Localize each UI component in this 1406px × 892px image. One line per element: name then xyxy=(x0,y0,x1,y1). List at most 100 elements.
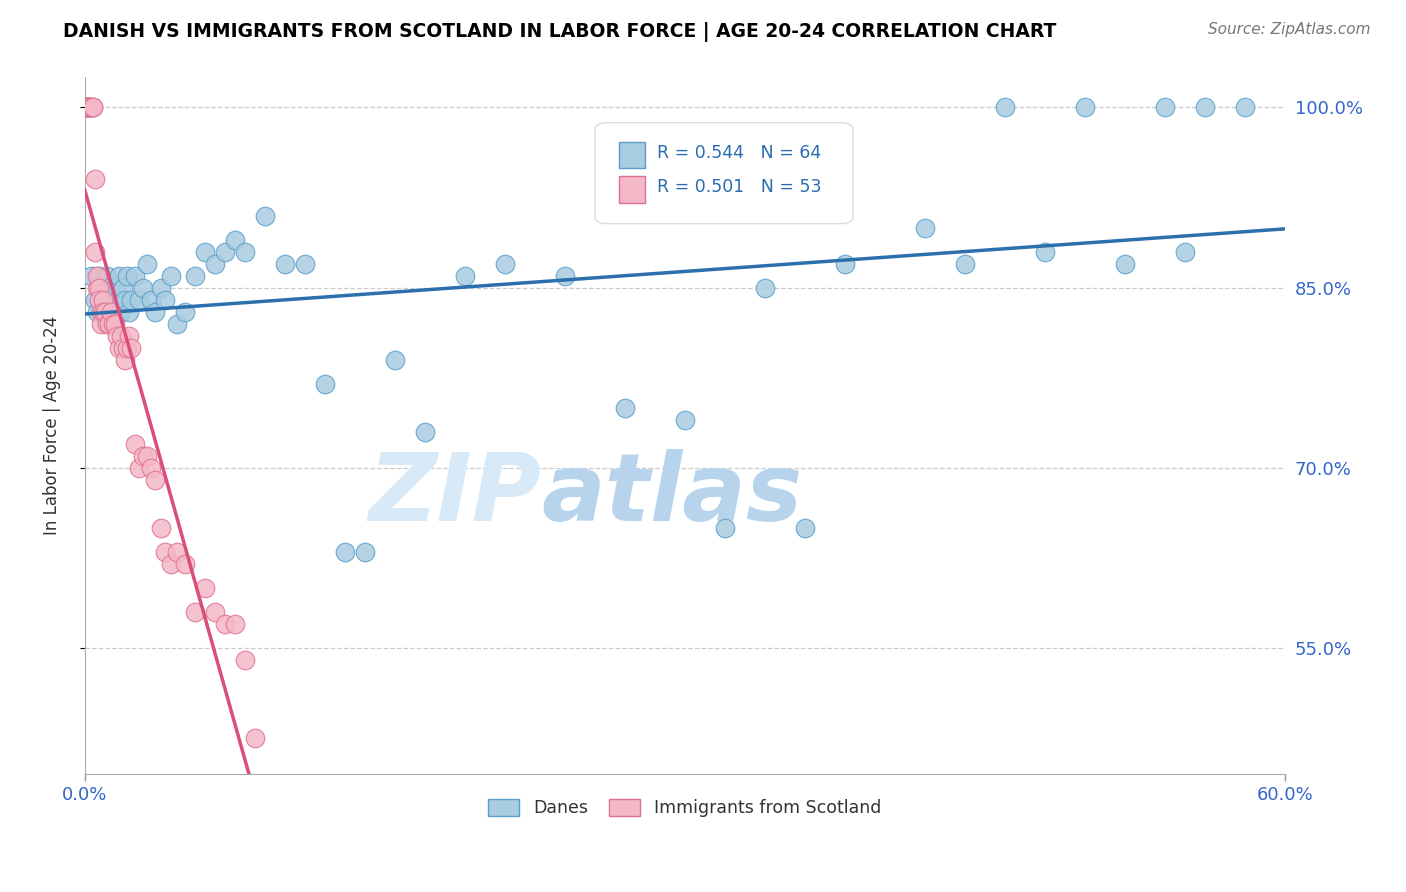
Point xyxy=(87,293,110,307)
Point xyxy=(124,436,146,450)
Point xyxy=(233,653,256,667)
Text: R = 0.501   N = 53: R = 0.501 N = 53 xyxy=(658,178,823,196)
Point xyxy=(97,317,120,331)
Point xyxy=(139,293,162,307)
Point xyxy=(87,280,110,294)
Point xyxy=(90,317,112,331)
Point xyxy=(96,268,118,283)
Point xyxy=(86,304,108,318)
Point xyxy=(93,304,115,318)
Point xyxy=(120,293,142,307)
Point xyxy=(104,280,127,294)
Point xyxy=(224,616,246,631)
Point xyxy=(73,100,96,114)
Point xyxy=(413,425,436,439)
Point xyxy=(97,280,120,294)
Point xyxy=(101,304,124,318)
Point xyxy=(101,317,124,331)
Point xyxy=(1074,100,1097,114)
FancyBboxPatch shape xyxy=(595,123,853,224)
Point xyxy=(76,100,98,114)
Point xyxy=(115,268,138,283)
Point xyxy=(149,280,172,294)
FancyBboxPatch shape xyxy=(619,177,645,202)
Point xyxy=(184,605,207,619)
Point xyxy=(114,352,136,367)
Point xyxy=(83,293,105,307)
Point xyxy=(159,268,181,283)
Text: ZIP: ZIP xyxy=(368,450,541,541)
Point xyxy=(86,268,108,283)
Point xyxy=(83,244,105,259)
Text: R = 0.544   N = 64: R = 0.544 N = 64 xyxy=(658,144,821,161)
Point xyxy=(77,100,100,114)
Point xyxy=(233,244,256,259)
Point xyxy=(554,268,576,283)
Point xyxy=(91,293,114,307)
Point xyxy=(82,100,104,114)
Point xyxy=(673,412,696,426)
Point xyxy=(153,293,176,307)
Point xyxy=(159,557,181,571)
Point xyxy=(243,731,266,745)
Point xyxy=(100,293,122,307)
Point xyxy=(1033,244,1056,259)
Point xyxy=(224,233,246,247)
Point xyxy=(253,209,276,223)
Point xyxy=(153,544,176,558)
Point xyxy=(128,293,150,307)
Point xyxy=(714,521,737,535)
Point xyxy=(120,341,142,355)
Point xyxy=(111,341,134,355)
Point xyxy=(86,280,108,294)
Point xyxy=(1154,100,1177,114)
Point xyxy=(118,328,141,343)
Point xyxy=(93,304,115,318)
Point xyxy=(90,304,112,318)
Point xyxy=(494,256,516,270)
Point xyxy=(132,449,155,463)
Point xyxy=(114,293,136,307)
Point xyxy=(110,304,132,318)
Point xyxy=(80,100,103,114)
Point xyxy=(149,521,172,535)
Point xyxy=(100,304,122,318)
Point xyxy=(184,268,207,283)
Point xyxy=(214,616,236,631)
Point xyxy=(194,581,217,595)
Point xyxy=(76,100,98,114)
Point xyxy=(118,304,141,318)
Point xyxy=(132,280,155,294)
Legend: Danes, Immigrants from Scotland: Danes, Immigrants from Scotland xyxy=(481,791,889,824)
Point xyxy=(91,304,114,318)
Point xyxy=(128,460,150,475)
Point xyxy=(105,293,128,307)
Point xyxy=(953,256,976,270)
Point xyxy=(794,521,817,535)
Point xyxy=(1194,100,1216,114)
Point xyxy=(111,280,134,294)
Point xyxy=(384,352,406,367)
Point xyxy=(105,328,128,343)
Point xyxy=(80,268,103,283)
Text: DANISH VS IMMIGRANTS FROM SCOTLAND IN LABOR FORCE | AGE 20-24 CORRELATION CHART: DANISH VS IMMIGRANTS FROM SCOTLAND IN LA… xyxy=(63,22,1057,42)
Point xyxy=(143,473,166,487)
Point xyxy=(124,268,146,283)
Text: atlas: atlas xyxy=(541,450,803,541)
Point xyxy=(274,256,297,270)
Point xyxy=(135,449,157,463)
Point xyxy=(1234,100,1257,114)
Point xyxy=(87,268,110,283)
Point xyxy=(166,317,188,331)
Point xyxy=(82,100,104,114)
Point xyxy=(139,460,162,475)
Point xyxy=(96,317,118,331)
Point xyxy=(204,256,226,270)
Point xyxy=(73,100,96,114)
Point xyxy=(83,172,105,186)
Point xyxy=(613,401,636,415)
Point xyxy=(90,280,112,294)
Point xyxy=(994,100,1017,114)
Point xyxy=(204,605,226,619)
Point xyxy=(834,256,856,270)
